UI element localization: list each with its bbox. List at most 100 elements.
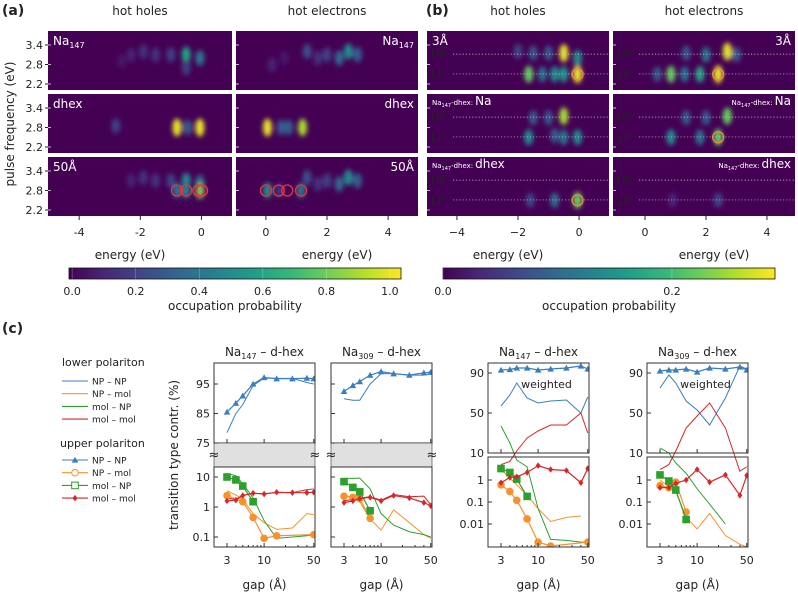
heatmap-spot xyxy=(559,44,569,63)
row-label-part: -dhex: xyxy=(451,99,473,107)
series-line-upper-np-np xyxy=(343,370,431,392)
marker-triangle xyxy=(303,374,311,381)
legend-label: NP – NP xyxy=(92,457,127,467)
plot-title: Na147 – d-hex xyxy=(499,345,578,361)
marker-square xyxy=(223,473,231,481)
marker-triangle xyxy=(260,374,268,381)
plot-title-base: Na xyxy=(658,345,674,359)
legend-item-lower: mol – NP xyxy=(62,403,132,413)
x-tick-label: 2 xyxy=(702,226,709,239)
heatmap-spot xyxy=(322,173,332,189)
plot-title-rest: – d-hex xyxy=(531,345,578,359)
plot-title-rest: – d-hex xyxy=(690,345,737,359)
legend-item-lower: mol – mol xyxy=(62,416,136,426)
heatmap-spot xyxy=(528,110,538,126)
x-tick-label: 3 xyxy=(657,554,664,567)
marker-diamond xyxy=(304,489,310,496)
row-label: Na147-dhex: dhex xyxy=(718,157,791,172)
y-tick-label: 0.1 xyxy=(193,531,211,544)
heatmap-spot xyxy=(524,65,534,83)
heatmap-spot xyxy=(652,66,662,82)
heatmap-spot xyxy=(313,176,323,192)
x-tick-label: 50 xyxy=(740,554,754,567)
y-tick-label: 85 xyxy=(196,408,210,421)
series-line-lower-np-np xyxy=(659,365,747,426)
marker-triangle xyxy=(672,366,680,373)
marker-square xyxy=(340,477,348,486)
x-axis-label: energy (eV) xyxy=(302,248,373,262)
series-group xyxy=(656,363,748,547)
series-line-lower-mol-np xyxy=(500,425,588,543)
marker-diamond xyxy=(524,469,530,476)
marker-triangle xyxy=(743,366,748,373)
x-tick-label: 10 xyxy=(257,554,271,567)
heatmap-cell: 50Å xyxy=(236,157,418,216)
heatmap-spot xyxy=(666,129,676,146)
marker-triangle xyxy=(356,378,364,385)
marker-diamond xyxy=(233,496,239,504)
series-line-lower-np-mol xyxy=(343,494,431,539)
marker-diamond xyxy=(673,480,679,487)
marker-diamond xyxy=(744,472,748,479)
panel-label-b: (b) xyxy=(426,3,449,19)
marker-circle xyxy=(272,531,281,540)
heatmap-spot xyxy=(279,50,289,66)
legend-title-lower: lower polariton xyxy=(62,356,145,369)
legend-label: mol – NP xyxy=(92,482,132,492)
marker-diamond xyxy=(514,473,520,481)
marker-diamond xyxy=(722,471,728,479)
marker-triangle xyxy=(693,368,701,375)
heatmap-spot xyxy=(573,50,583,66)
y-tick-label: 10 xyxy=(629,447,643,460)
heatmap-spot xyxy=(537,66,547,83)
legend-label: mol – NP xyxy=(92,403,132,413)
row-label: 3Å xyxy=(775,33,792,48)
marker-diamond xyxy=(563,467,569,474)
y-tick-label: 2.8 xyxy=(26,122,44,135)
heatmap-cell: 50Å xyxy=(48,157,232,216)
heatmap-spot xyxy=(267,57,277,72)
marker-square xyxy=(366,506,374,515)
x-tick-label: −4 xyxy=(449,226,465,239)
x-tick-label: 50 xyxy=(307,554,321,567)
heatmap-spot xyxy=(343,43,353,60)
marker-square xyxy=(497,464,505,473)
level-label-up: UP xyxy=(617,174,633,188)
series-line-lower-np-np xyxy=(343,373,431,401)
marker-circle xyxy=(309,530,315,539)
row-label: 50Å xyxy=(391,159,415,174)
marker-diamond xyxy=(261,490,267,498)
marker-triangle xyxy=(706,364,713,371)
legend-label: NP – mol xyxy=(92,390,131,400)
marker-triangle xyxy=(349,382,357,389)
x-tick-label: 4 xyxy=(763,226,770,239)
y-tick-label: 1 xyxy=(203,501,210,514)
axis-break-band xyxy=(330,442,433,468)
y-tick-label: 2.2 xyxy=(26,204,44,217)
marker-square xyxy=(671,486,680,494)
marker-diamond xyxy=(406,494,412,502)
marker-triangle xyxy=(665,366,673,373)
marker-triangle xyxy=(406,371,413,378)
heatmap-spot xyxy=(302,170,312,185)
row-label-part: -dhex: xyxy=(451,162,473,170)
y-tick-label: 10 xyxy=(196,471,210,484)
colorbar-tick-label: 0.2 xyxy=(127,285,145,298)
marker-diamond xyxy=(421,499,427,506)
heatmap-spot xyxy=(195,50,205,66)
x-tick-label: 0 xyxy=(642,226,649,239)
heatmap-spot xyxy=(313,50,323,66)
heatmap-spot xyxy=(302,44,312,59)
marker-circle xyxy=(512,496,521,505)
marker-diamond xyxy=(357,495,363,502)
row-label-text: Na xyxy=(382,34,398,48)
row-label-part: Na xyxy=(432,162,442,170)
y-tick-label: 90 xyxy=(629,367,643,380)
y-tick-label: 1 xyxy=(477,474,484,487)
marker-triangle xyxy=(377,368,385,375)
marker-triangle xyxy=(310,375,315,382)
axis-break-icon: ≈ xyxy=(310,448,321,463)
row-label-part: Na xyxy=(475,94,491,108)
marker-triangle xyxy=(547,365,554,372)
